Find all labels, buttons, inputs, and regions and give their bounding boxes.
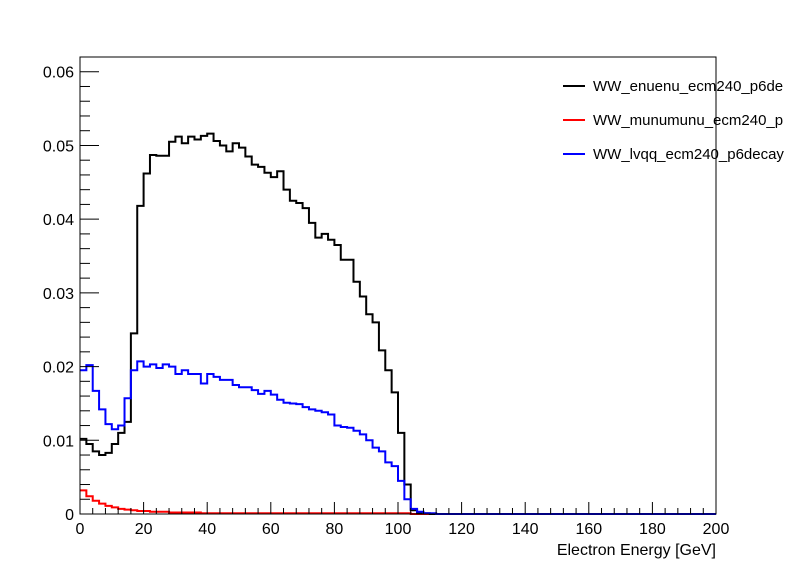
legend-item: WW_lvqq_ecm240_p6decay — [563, 146, 784, 163]
x-axis: 0 20 40 60 80 100 120 140 160 180 200 — [76, 502, 730, 538]
x-tick-label: 80 — [326, 521, 344, 538]
y-tick-label: 0.06 — [43, 65, 74, 82]
x-tick-label: 40 — [198, 521, 216, 538]
x-tick-label: 100 — [385, 521, 412, 538]
x-tick-label: 180 — [639, 521, 666, 538]
x-tick-label: 120 — [448, 521, 475, 538]
x-tick-label: 0 — [76, 521, 85, 538]
y-tick-label: 0.02 — [43, 360, 74, 377]
y-tick-label: 0.01 — [43, 433, 74, 450]
legend-label: WW_enuenu_ecm240_p6de — [593, 78, 783, 95]
legend-label: WW_lvqq_ecm240_p6decay — [593, 146, 784, 163]
x-tick-label: 60 — [262, 521, 280, 538]
y-axis: 0 0.01 0.02 0.03 0.04 0.05 0.06 — [43, 56, 99, 524]
y-tick-label: 0.05 — [43, 138, 74, 155]
y-tick-label: 0.03 — [43, 286, 74, 303]
x-tick-label: 160 — [575, 521, 602, 538]
legend-item: WW_munumunu_ecm240_p — [563, 112, 783, 129]
y-tick-label: 0.04 — [43, 212, 74, 229]
x-tick-label: 20 — [135, 521, 153, 538]
x-tick-label: 200 — [703, 521, 730, 538]
legend-label: WW_munumunu_ecm240_p — [593, 112, 783, 129]
y-tick-label: 0 — [65, 507, 74, 524]
legend-item: WW_enuenu_ecm240_p6de — [563, 78, 783, 95]
legend: WW_enuenu_ecm240_p6de WW_munumunu_ecm240_… — [563, 78, 784, 163]
x-tick-label: 140 — [512, 521, 539, 538]
x-axis-title: Electron Energy [GeV] — [557, 542, 716, 559]
